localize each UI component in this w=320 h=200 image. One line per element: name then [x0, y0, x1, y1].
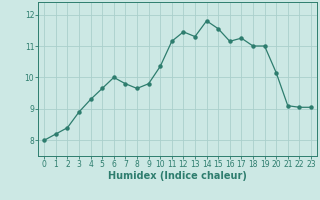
- X-axis label: Humidex (Indice chaleur): Humidex (Indice chaleur): [108, 171, 247, 181]
